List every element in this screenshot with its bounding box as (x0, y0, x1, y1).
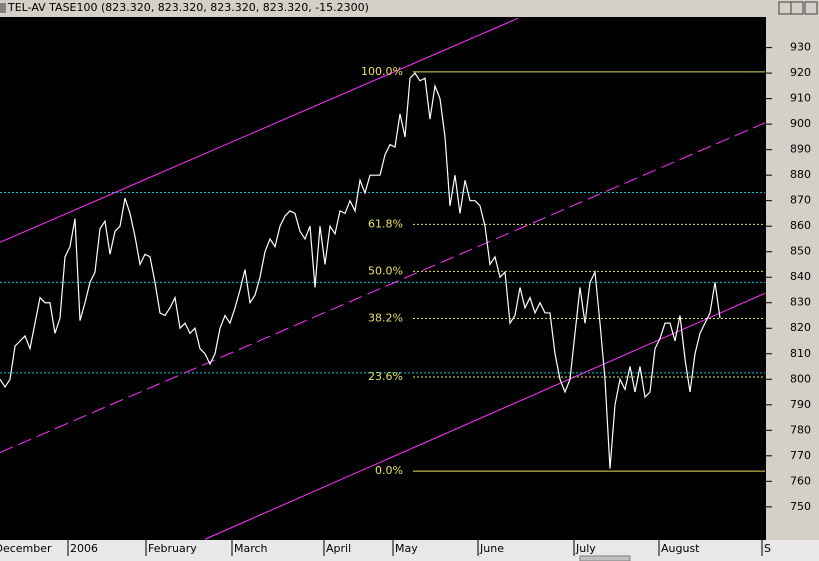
y-tick-label: 780 (790, 423, 811, 436)
maximize-button[interactable] (790, 1, 804, 15)
fib-level-label: 0.0% (375, 464, 403, 477)
y-tick-label: 900 (790, 117, 811, 130)
y-tick-label: 750 (790, 500, 811, 513)
x-tick-label: February (148, 542, 197, 555)
fib-level-label: 38.2% (368, 312, 403, 325)
x-tick-label: June (479, 542, 504, 555)
y-tick-label: 890 (790, 143, 811, 156)
title-bar (0, 0, 819, 17)
y-tick-label: 810 (790, 347, 811, 360)
y-tick-label: 930 (790, 41, 811, 54)
x-tick-label: July (575, 542, 596, 555)
y-tick-label: 850 (790, 245, 811, 258)
close-button[interactable] (804, 1, 818, 15)
y-tick-label: 920 (790, 66, 811, 79)
fib-level-label: 100.0% (361, 65, 403, 78)
x-tick-label: August (661, 542, 700, 555)
fib-level-label: 61.8% (368, 217, 403, 230)
minimize-button[interactable] (778, 1, 792, 15)
trendline (0, 17, 519, 243)
x-tick-label: April (326, 542, 351, 555)
x-tick-label: December (0, 542, 52, 555)
y-tick-label: 910 (790, 92, 811, 105)
y-tick-label: 790 (790, 398, 811, 411)
x-tick-label: 2006 (70, 542, 98, 555)
x-tick-label: March (234, 542, 268, 555)
trendline (204, 292, 766, 540)
price-line (0, 72, 721, 469)
y-tick-label: 830 (790, 296, 811, 309)
fib-level-label: 50.0% (368, 264, 403, 277)
y-axis-panel (766, 17, 819, 540)
y-tick-label: 840 (790, 270, 811, 283)
y-tick-label: 760 (790, 474, 811, 487)
x-tick-label: May (395, 542, 418, 555)
x-tick-label: S (764, 542, 771, 555)
fib-level-label: 23.6% (368, 370, 403, 383)
scrollbar[interactable] (579, 555, 631, 561)
y-tick-label: 800 (790, 372, 811, 385)
window-icon (0, 3, 6, 13)
y-tick-label: 820 (790, 321, 811, 334)
plot-area (0, 17, 766, 540)
y-tick-label: 770 (790, 449, 811, 462)
y-tick-label: 870 (790, 194, 811, 207)
y-tick-label: 860 (790, 219, 811, 232)
y-tick-label: 880 (790, 168, 811, 181)
window-title: TEL-AV TASE100 (823.320, 823.320, 823.32… (7, 1, 369, 14)
